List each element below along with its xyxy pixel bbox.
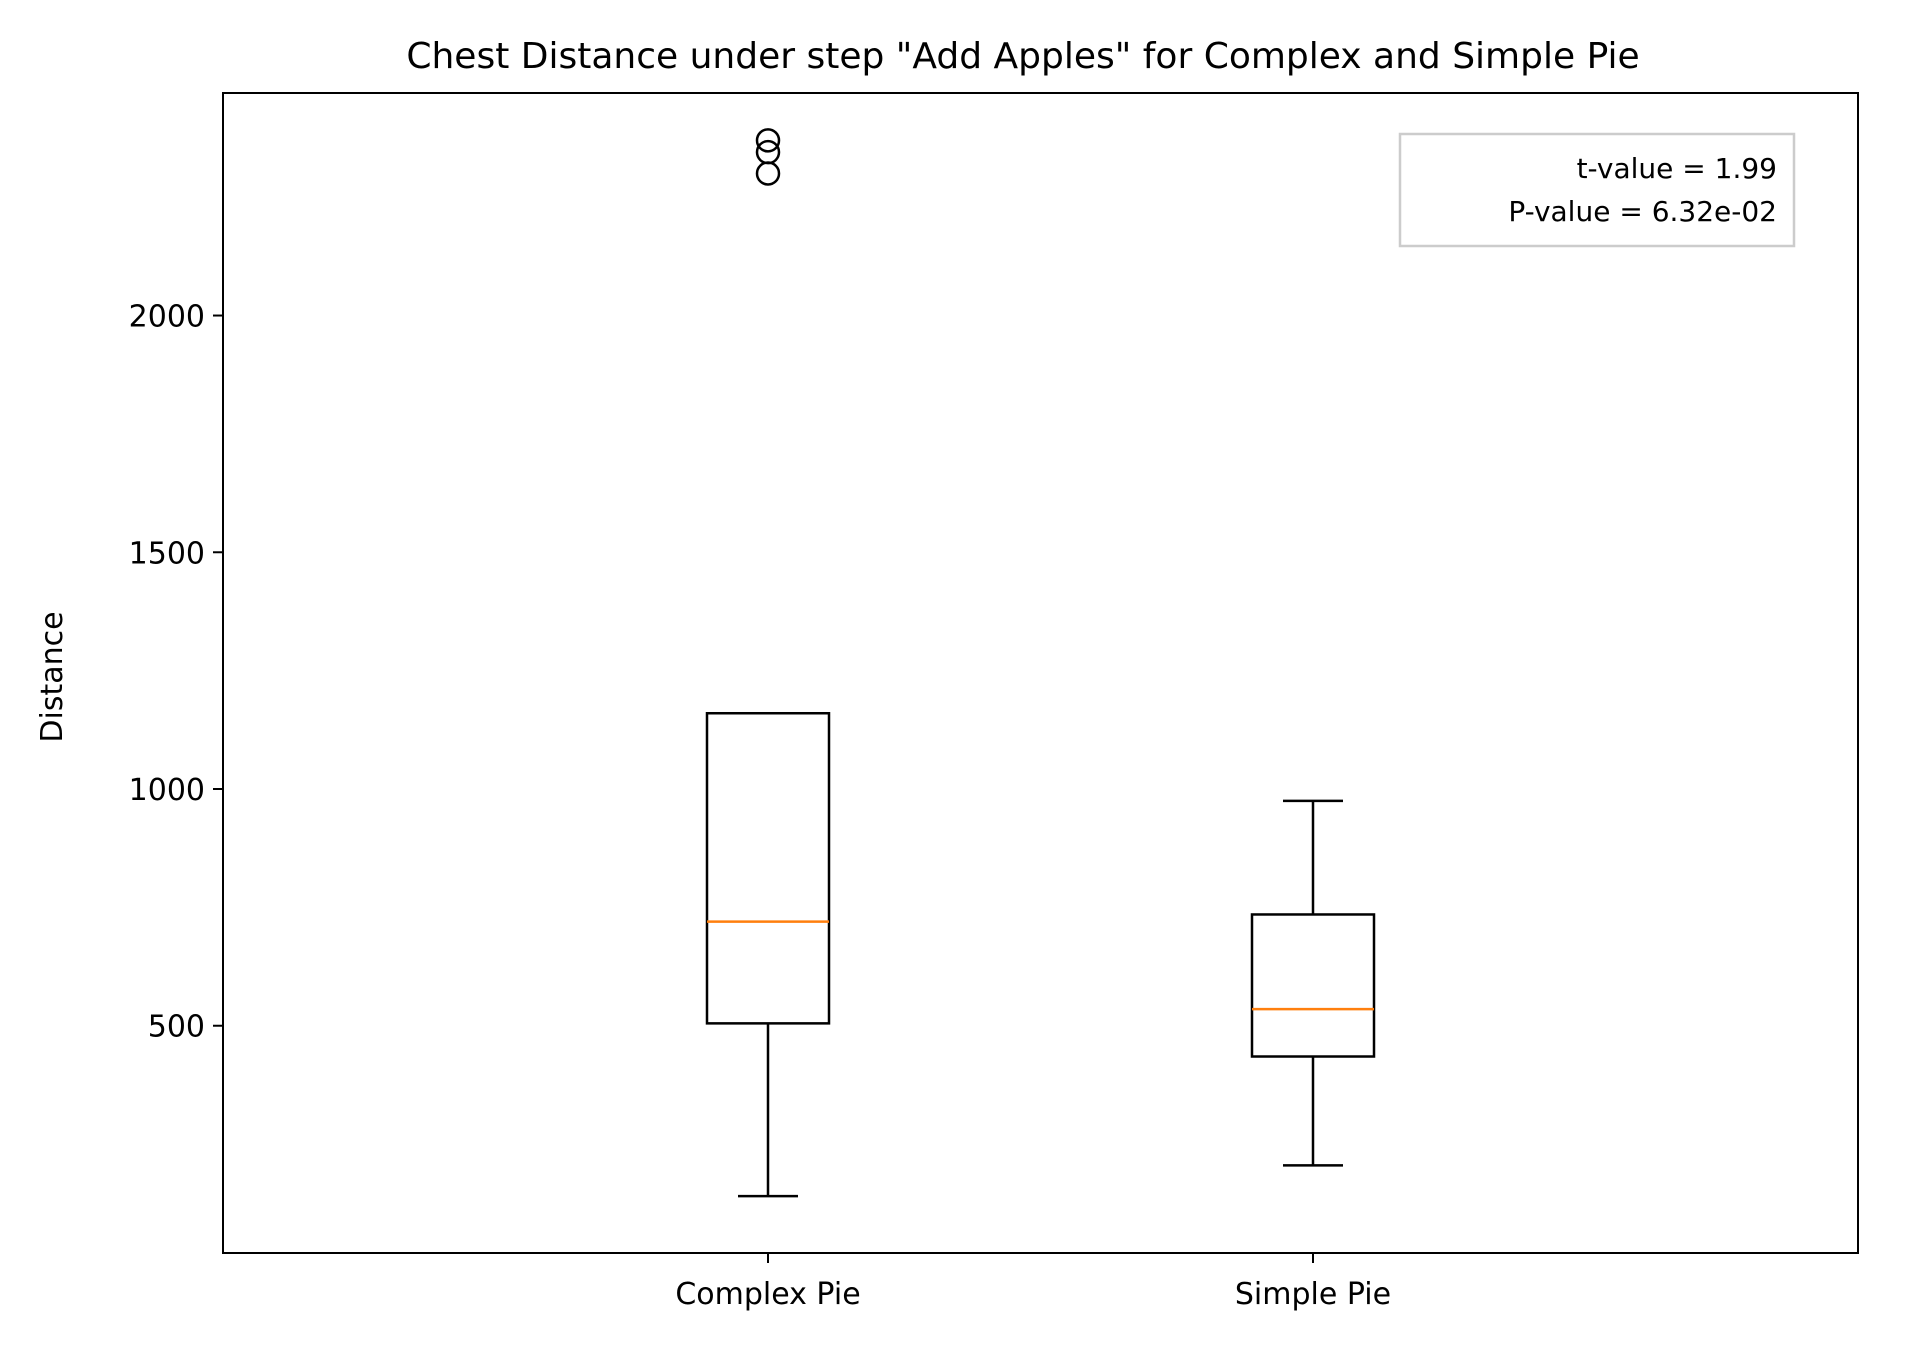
plot-area bbox=[705, 128, 1376, 1198]
y-axis: 500 1000 1500 2000 bbox=[129, 300, 223, 1045]
box-group bbox=[1250, 799, 1376, 1167]
y-tick-label: 2000 bbox=[129, 300, 205, 335]
stats-annotation: t-value = 1.99 P-value = 6.32e-02 bbox=[1398, 132, 1796, 248]
y-tick-label: 500 bbox=[148, 1010, 205, 1045]
box-iqr bbox=[1250, 913, 1376, 1058]
chart-title: Chest Distance under step "Add Apples" f… bbox=[406, 36, 1639, 77]
box-group bbox=[705, 128, 831, 1198]
y-tick-label: 1000 bbox=[129, 773, 205, 808]
x-tick-label: Complex Pie bbox=[675, 1277, 860, 1312]
y-tick-label: 1500 bbox=[129, 536, 205, 571]
axes-frame bbox=[222, 92, 1859, 1254]
annotation-line: P-value = 6.32e-02 bbox=[1508, 195, 1777, 228]
outlier-point bbox=[755, 161, 781, 186]
box-iqr bbox=[705, 711, 831, 1025]
outlier-point bbox=[755, 139, 781, 165]
y-axis-label: Distance bbox=[35, 611, 70, 742]
x-axis: Complex Pie Simple Pie bbox=[675, 1253, 1391, 1312]
x-tick-label: Simple Pie bbox=[1235, 1277, 1391, 1312]
annotation-line: t-value = 1.99 bbox=[1577, 152, 1777, 185]
outlier-point bbox=[755, 128, 781, 153]
annotation-box bbox=[1398, 132, 1796, 248]
